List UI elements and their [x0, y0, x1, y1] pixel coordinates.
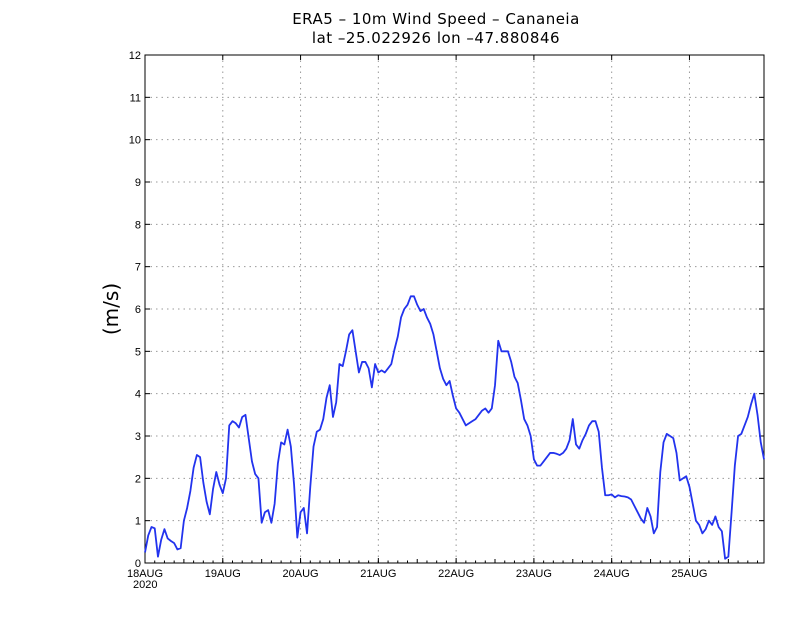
grid-layer [145, 55, 764, 563]
x-tick-label: 21AUG [360, 568, 396, 580]
y-tick-label: 12 [129, 50, 141, 62]
x-tick-label: 18AUG [127, 568, 163, 580]
y-tick-label: 11 [130, 92, 141, 104]
y-tick-label: 0 [135, 558, 141, 570]
x-tick-label: 24AUG [594, 568, 630, 580]
y-tick-label: 1 [135, 516, 141, 528]
y-axis-label: (m/s) [99, 283, 123, 335]
tick-layer [144, 54, 764, 564]
y-tick-label: 3 [135, 431, 141, 443]
y-tick-label: 4 [135, 389, 141, 401]
y-tick-label: 7 [135, 262, 141, 274]
y-tick-label: 6 [135, 304, 141, 316]
x-tick-label: 20AUG [283, 568, 319, 580]
x-tick-label: 25AUG [671, 568, 707, 580]
x-tick-label: 22AUG [438, 568, 474, 580]
chart-title: ERA5 – 10m Wind Speed – Cananeia [292, 10, 580, 28]
wind-speed-series-line [144, 295, 765, 560]
y-tick-label: 8 [135, 219, 141, 231]
x-tick-label: 23AUG [516, 568, 552, 580]
y-tick-label: 5 [135, 346, 141, 358]
x-tick-label: 19AUG [205, 568, 241, 580]
chart-subtitle: lat –25.022926 lon –47.880846 [312, 29, 560, 47]
y-tick-label: 10 [129, 135, 141, 147]
y-tick-label: 2 [135, 473, 141, 485]
x-axis-year-label: 2020 [133, 579, 157, 591]
y-tick-label: 9 [135, 177, 141, 189]
